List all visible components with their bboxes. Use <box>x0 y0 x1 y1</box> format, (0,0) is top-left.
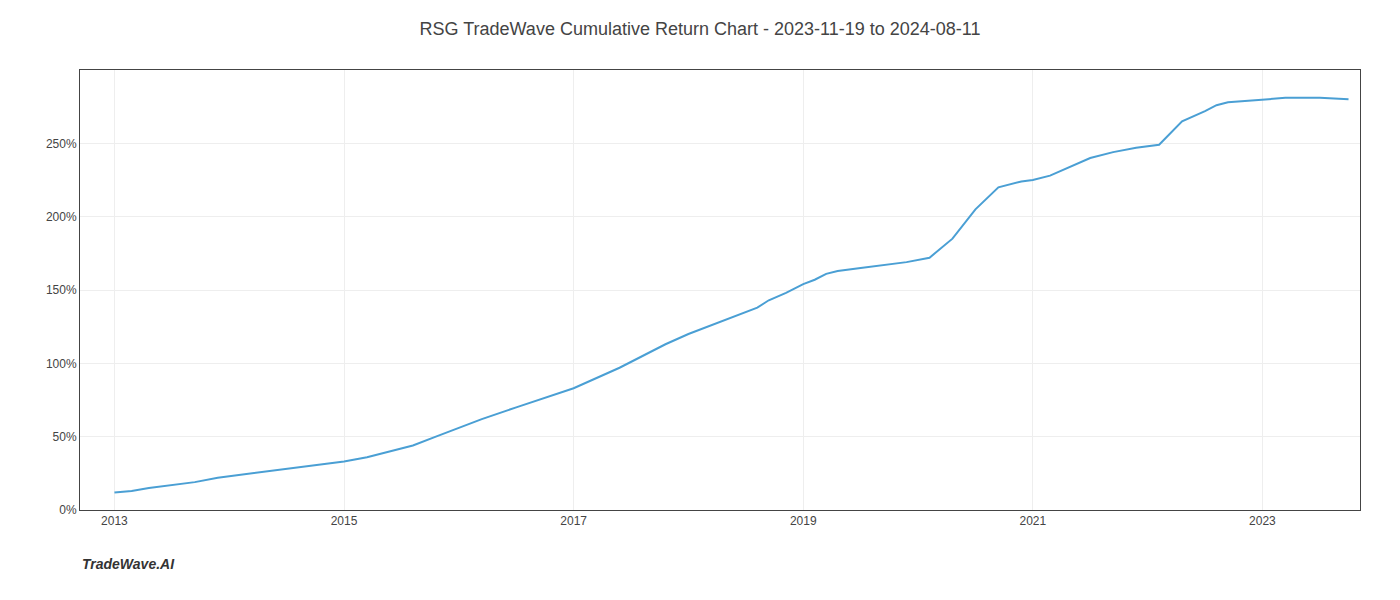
svg-text:2021: 2021 <box>1019 514 1046 528</box>
svg-text:RSG TradeWave Cumulative Retur: RSG TradeWave Cumulative Return Chart - … <box>420 19 981 39</box>
svg-text:150%: 150% <box>46 283 77 297</box>
svg-text:50%: 50% <box>53 430 77 444</box>
svg-text:2023: 2023 <box>1249 514 1276 528</box>
svg-text:250%: 250% <box>46 137 77 151</box>
svg-text:TradeWave.AI: TradeWave.AI <box>82 556 175 572</box>
svg-text:2017: 2017 <box>560 514 587 528</box>
svg-text:2015: 2015 <box>331 514 358 528</box>
svg-text:100%: 100% <box>46 357 77 371</box>
svg-text:0%: 0% <box>59 503 77 517</box>
svg-text:2013: 2013 <box>101 514 128 528</box>
svg-text:200%: 200% <box>46 210 77 224</box>
svg-text:2019: 2019 <box>790 514 817 528</box>
